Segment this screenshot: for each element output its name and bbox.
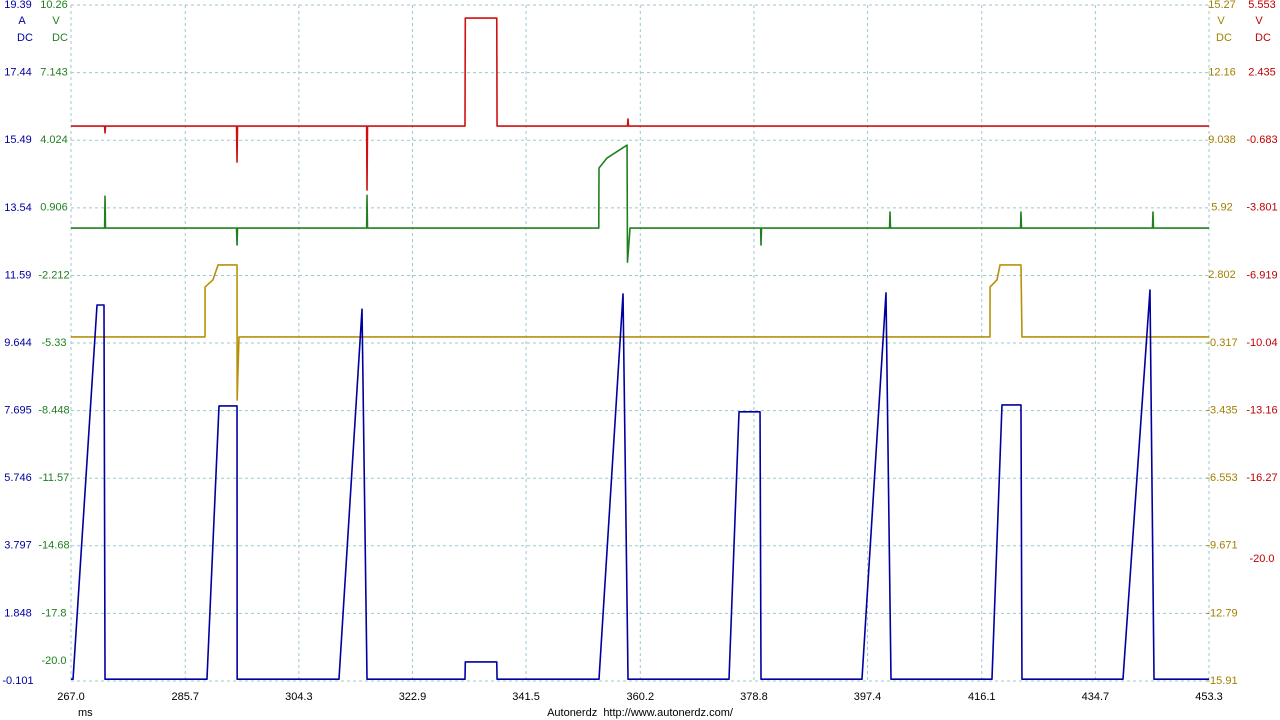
axis-coupling: DC bbox=[1255, 32, 1271, 44]
y-tick-label: 15.27 bbox=[1208, 0, 1236, 11]
y-tick-label: 12.16 bbox=[1208, 66, 1236, 78]
x-tick-label: 267.0 bbox=[57, 691, 85, 703]
y-tick-label: -10.04 bbox=[1246, 337, 1277, 349]
x-tick-label: 304.3 bbox=[285, 691, 313, 703]
x-tick-label: 453.3 bbox=[1195, 691, 1223, 703]
y-tick-label: 7.695 bbox=[4, 405, 32, 417]
y-tick-label: -0.317 bbox=[1206, 337, 1237, 349]
y-tick-label: 15.49 bbox=[4, 134, 32, 146]
y-tick-label: 1.848 bbox=[4, 607, 32, 619]
x-tick-label: 434.7 bbox=[1082, 691, 1110, 703]
y-tick-label: -9.671 bbox=[1206, 540, 1237, 552]
y-tick-label: -11.57 bbox=[39, 472, 69, 484]
x-tick-label: 378.8 bbox=[740, 691, 768, 703]
x-tick-label: 322.9 bbox=[399, 691, 427, 703]
y-tick-label: -16.27 bbox=[1246, 472, 1277, 484]
y-tick-label: 9.038 bbox=[1208, 134, 1236, 146]
y-tick-label: 9.644 bbox=[4, 337, 32, 349]
y-tick-label: -2.212 bbox=[38, 269, 69, 281]
axis-unit: A bbox=[18, 15, 26, 27]
axis-unit: V bbox=[52, 15, 60, 27]
y-tick-label: -13.16 bbox=[1246, 405, 1277, 417]
y-tick-label: 5.553 bbox=[1248, 0, 1276, 11]
y-tick-label: 3.797 bbox=[4, 540, 32, 552]
y-tick-label: 19.39 bbox=[4, 0, 32, 11]
x-tick-label: 341.5 bbox=[512, 691, 540, 703]
y-tick-label: 4.024 bbox=[40, 134, 68, 146]
axis-coupling: DC bbox=[52, 32, 68, 44]
trace bbox=[71, 17, 1209, 191]
axis-unit: V bbox=[1217, 15, 1225, 27]
x-unit: ms bbox=[78, 707, 93, 719]
y-tick-label: -6.553 bbox=[1206, 472, 1237, 484]
y-tick-label: -0.101 bbox=[2, 675, 33, 687]
y-tick-label: -20.0 bbox=[41, 655, 66, 667]
y-tick-label: -6.919 bbox=[1246, 269, 1277, 281]
y-tick-label: -17.8 bbox=[41, 607, 66, 619]
y-tick-label: 17.44 bbox=[4, 67, 32, 79]
x-tick-label: 285.7 bbox=[171, 691, 199, 703]
y-tick-label: -0.683 bbox=[1246, 134, 1277, 146]
y-tick-label: -8.448 bbox=[38, 405, 69, 417]
x-tick-label: 416.1 bbox=[968, 691, 996, 703]
y-tick-label: 5.746 bbox=[4, 472, 32, 484]
y-tick-label: -3.801 bbox=[1246, 202, 1277, 214]
y-tick-label: 2.802 bbox=[1208, 269, 1236, 281]
y-tick-label: -3.435 bbox=[1206, 404, 1237, 416]
y-tick-label: 13.54 bbox=[4, 202, 32, 214]
y-tick-label: -15.91 bbox=[1206, 675, 1237, 687]
footer: Autonerdz http://www.autonerdz.com/ bbox=[547, 707, 734, 719]
x-tick-label: 360.2 bbox=[627, 691, 655, 703]
y-tick-label: -14.68 bbox=[38, 540, 69, 552]
trace bbox=[71, 144, 1209, 263]
x-tick-label: 397.4 bbox=[854, 691, 882, 703]
trace bbox=[71, 289, 1209, 681]
y-tick-label: 0.906 bbox=[40, 202, 68, 214]
y-tick-label: -5.33 bbox=[41, 337, 66, 349]
y-tick-label: 10.26 bbox=[40, 0, 68, 11]
y-tick-label: -12.79 bbox=[1206, 607, 1237, 619]
axis-unit: V bbox=[1255, 15, 1263, 27]
axis-coupling: DC bbox=[17, 32, 33, 44]
y-tick-label: 7.143 bbox=[40, 66, 68, 78]
y-tick-label: 5.92 bbox=[1211, 202, 1232, 214]
trace bbox=[71, 264, 1209, 401]
y-tick-label: 2.435 bbox=[1248, 66, 1276, 78]
y-tick-label: -20.0 bbox=[1249, 553, 1274, 565]
axis-coupling: DC bbox=[1216, 32, 1232, 44]
y-tick-label: 11.59 bbox=[5, 269, 32, 281]
